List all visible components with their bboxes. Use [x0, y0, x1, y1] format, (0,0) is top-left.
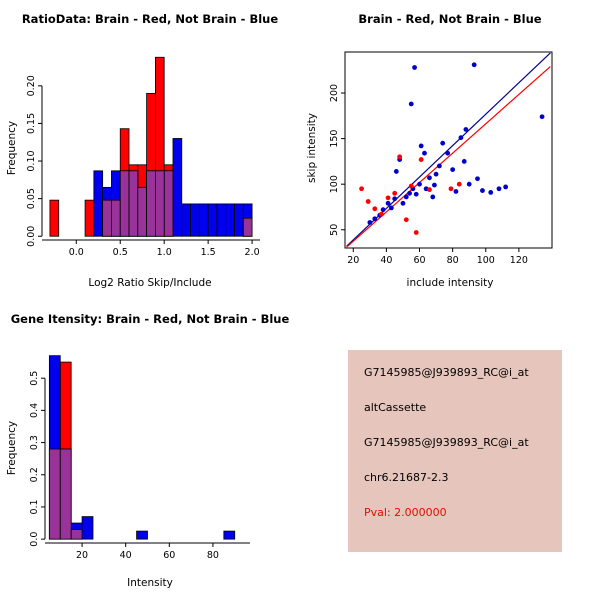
intensity-scatter-title: Brain - Red, Not Brain - Blue: [358, 12, 542, 26]
svg-text:150: 150: [329, 130, 340, 148]
svg-text:0.3: 0.3: [29, 435, 40, 450]
svg-text:40: 40: [120, 550, 132, 561]
svg-text:80: 80: [207, 550, 219, 561]
svg-text:60: 60: [163, 550, 175, 561]
svg-text:0.5: 0.5: [29, 371, 40, 386]
svg-text:80: 80: [447, 255, 459, 266]
svg-text:0.4: 0.4: [29, 403, 40, 418]
pval-text: Pval: 2.000000: [364, 506, 447, 519]
probe-id-repeat-text: G7145985@J939893_RC@i_at: [364, 436, 529, 449]
svg-text:0.00: 0.00: [26, 226, 37, 247]
probe-id-text: G7145985@J939893_RC@i_at: [364, 366, 529, 379]
svg-text:100: 100: [329, 175, 340, 193]
svg-text:120: 120: [510, 255, 528, 266]
svg-text:2.0: 2.0: [245, 247, 260, 258]
svg-text:50: 50: [329, 224, 340, 236]
svg-text:0.0: 0.0: [69, 247, 84, 258]
svg-text:0.10: 0.10: [26, 150, 37, 171]
svg-text:60: 60: [413, 255, 425, 266]
intensity-scatter-xlabel: include intensity: [406, 277, 494, 289]
svg-text:100: 100: [477, 255, 495, 266]
svg-text:0.0: 0.0: [29, 532, 40, 547]
svg-text:0.20: 0.20: [26, 75, 37, 96]
gene-intensity-histogram-xlabel: Intensity: [127, 577, 173, 589]
svg-text:20: 20: [347, 255, 359, 266]
svg-text:1.0: 1.0: [157, 247, 172, 258]
ratio-histogram-xlabel: Log2 Ratio Skip/Include: [88, 277, 212, 289]
ratio-histogram-title: RatioData: Brain - Red, Not Brain - Blue: [21, 12, 279, 26]
panel-gene-intensity-histogram: 20 40 60 80 0.0 0.1 0.2 0.3 0.4 0.5 Gene Itensity…: [0, 300, 300, 600]
genomic-location-text: chr6.21687-2.3: [364, 471, 449, 484]
ratio-histogram-canvas: 0.0 0.5 1.0 1.5 2.0 0.00 0.05 0.10 0.15 0.20: [26, 56, 260, 258]
svg-text:20: 20: [76, 550, 88, 561]
svg-text:1.5: 1.5: [201, 247, 216, 258]
svg-text:0.1: 0.1: [29, 499, 40, 514]
svg-text:200: 200: [329, 84, 340, 102]
panel-event-info: G7145985@J939893_RC@i_at altCassette G71…: [300, 300, 600, 600]
panel-intensity-scatter: 20 40 60 80 100 120 50 100 150 200 Brain - Red, N…: [300, 0, 600, 300]
event-info-box: G7145985@J939893_RC@i_at altCassette G71…: [348, 350, 562, 552]
intensity-scatter-canvas: 20 40 60 80 100 120 50 100 150 200: [329, 51, 553, 266]
svg-text:0.5: 0.5: [113, 247, 128, 258]
panel-ratio-histogram: 0.0 0.5 1.0 1.5 2.0 0.00 0.05 0.10 0.15 0.20 Rati…: [0, 0, 300, 300]
svg-text:0.15: 0.15: [26, 113, 37, 134]
ratio-histogram-ylabel: Frequency: [6, 120, 18, 176]
event-type-text: altCassette: [364, 401, 427, 414]
svg-text:0.2: 0.2: [29, 467, 40, 482]
gene-intensity-histogram-canvas: 20 40 60 80 0.0 0.1 0.2 0.3 0.4 0.5: [29, 355, 250, 561]
svg-text:0.05: 0.05: [26, 188, 37, 209]
gene-intensity-histogram-title: Gene Itensity: Brain - Red, Not Brain - …: [10, 312, 290, 326]
svg-text:40: 40: [380, 255, 392, 266]
intensity-scatter-ylabel: skip intensity: [306, 113, 318, 183]
gene-intensity-histogram-ylabel: Frequency: [6, 420, 18, 476]
